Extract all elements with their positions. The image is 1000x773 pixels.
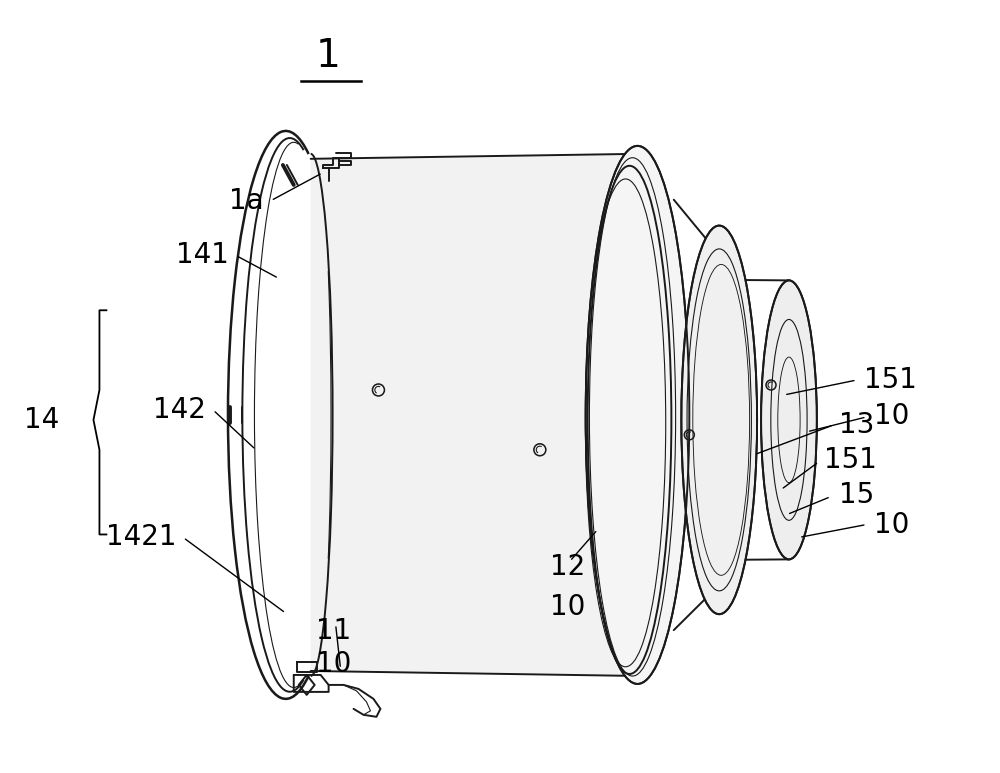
Text: 141: 141 (176, 241, 229, 270)
Text: 151: 151 (864, 366, 917, 394)
Ellipse shape (586, 146, 689, 684)
Text: 10: 10 (316, 650, 351, 678)
Text: 1421: 1421 (106, 523, 176, 551)
Text: 13: 13 (839, 411, 874, 439)
Text: 1a: 1a (229, 186, 264, 215)
Text: 10: 10 (874, 402, 909, 430)
Ellipse shape (761, 281, 817, 560)
Text: 15: 15 (839, 481, 874, 509)
Text: 10: 10 (550, 593, 585, 621)
Text: 10: 10 (874, 510, 909, 539)
Text: 12: 12 (550, 553, 585, 581)
Polygon shape (311, 154, 638, 676)
Text: 1: 1 (316, 37, 341, 75)
Text: 14: 14 (24, 406, 60, 434)
Text: 11: 11 (316, 617, 351, 645)
Ellipse shape (681, 226, 757, 615)
Text: 142: 142 (153, 396, 206, 424)
Text: 151: 151 (824, 446, 877, 474)
